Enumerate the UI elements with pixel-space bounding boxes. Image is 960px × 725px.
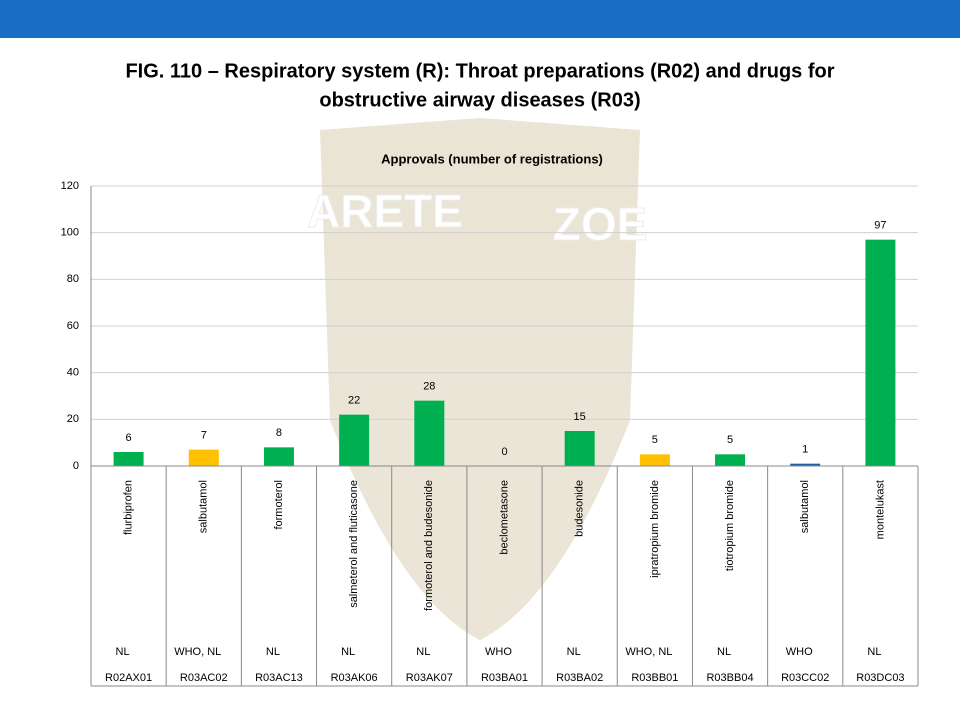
source-label: NL <box>416 646 430 658</box>
code-label: R02AX01 <box>105 672 152 684</box>
source-label: WHO, NL <box>625 646 672 658</box>
value-label: 5 <box>727 434 733 446</box>
source-label: NL <box>717 646 731 658</box>
value-label: 6 <box>126 432 132 444</box>
y-tick-label: 60 <box>67 320 79 332</box>
bar <box>188 449 219 466</box>
code-label: R03BB04 <box>706 672 753 684</box>
code-label: R03AK06 <box>331 672 378 684</box>
source-label: NL <box>567 646 581 658</box>
x-tick-label: beclometasone <box>498 480 510 555</box>
bar <box>790 463 821 466</box>
source-label: NL <box>116 646 130 658</box>
source-label: WHO <box>786 646 813 658</box>
x-tick-label: formoterol <box>273 480 285 530</box>
title: FIG. 110 – Respiratory system (R): Throa… <box>125 60 834 82</box>
bar <box>564 431 595 466</box>
bar <box>339 414 370 466</box>
y-tick-label: 40 <box>67 367 79 379</box>
watermark-text: ARETE <box>307 185 463 237</box>
value-label: 97 <box>874 220 886 232</box>
value-label: 7 <box>201 430 207 442</box>
source-label: WHO <box>485 646 512 658</box>
x-tick-label: budesonide <box>574 480 586 537</box>
chart-subtitle: Approvals (number of registrations) <box>381 151 603 166</box>
y-tick-label: 20 <box>67 413 79 425</box>
watermark-shield <box>320 118 640 640</box>
value-label: 8 <box>276 427 282 439</box>
bar <box>113 452 144 466</box>
bar <box>639 454 670 466</box>
x-tick-label: montelukast <box>874 480 886 539</box>
source-label: NL <box>341 646 355 658</box>
code-label: R03DC03 <box>856 672 904 684</box>
watermark-text: ZOE <box>553 198 648 250</box>
watermark: ARETE ZOE <box>307 118 648 640</box>
code-label: R03AK07 <box>406 672 453 684</box>
y-tick-label: 0 <box>73 460 79 472</box>
value-label: 5 <box>652 434 658 446</box>
code-label: R03BA02 <box>556 672 603 684</box>
y-tick-label: 100 <box>61 227 79 239</box>
bar <box>715 454 746 466</box>
code-label: R03BA01 <box>481 672 528 684</box>
x-tick-label: flurbiprofen <box>122 480 134 535</box>
value-label: 28 <box>423 381 435 393</box>
value-label: 22 <box>348 395 360 407</box>
y-tick-label: 80 <box>67 273 79 285</box>
source-label: WHO, NL <box>174 646 221 658</box>
source-label: NL <box>867 646 881 658</box>
bar <box>414 400 445 466</box>
code-label: R03AC13 <box>255 672 303 684</box>
x-tick-label: tiotropium bromide <box>724 480 736 571</box>
bar <box>865 239 896 466</box>
x-tick-label: ipratropium bromide <box>649 480 661 578</box>
title: obstructive airway diseases (R03) <box>319 89 640 111</box>
y-tick-label: 120 <box>61 180 79 192</box>
code-label: R03BB01 <box>631 672 678 684</box>
source-label: NL <box>266 646 280 658</box>
x-tick-label: salbutamol <box>198 480 210 533</box>
bar <box>263 447 294 466</box>
code-label: R03AC02 <box>180 672 228 684</box>
value-label: 15 <box>574 411 586 423</box>
header-bar <box>0 0 960 38</box>
value-label: 0 <box>501 446 507 458</box>
value-label: 1 <box>802 444 808 456</box>
x-tick-label: salbutamol <box>799 480 811 533</box>
code-label: R03CC02 <box>781 672 829 684</box>
x-tick-label: formoterol and budesonide <box>423 480 435 611</box>
x-tick-label: salmeterol and fluticasone <box>348 480 360 608</box>
